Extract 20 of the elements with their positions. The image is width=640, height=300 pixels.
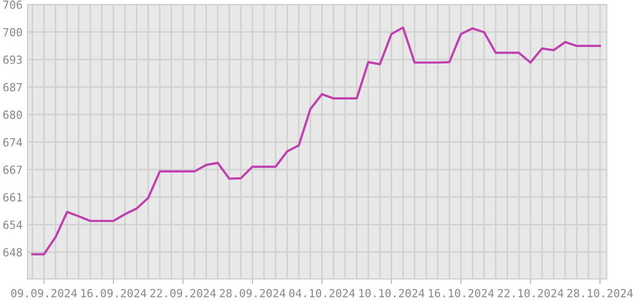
y-tick-label: 706 xyxy=(3,0,22,9)
line-series xyxy=(31,26,602,256)
y-tick-label: 693 xyxy=(3,56,22,64)
y-tick-label: 661 xyxy=(3,193,22,202)
x-tick-label: 16.09.2024 xyxy=(81,288,146,298)
x-tick-label: 04.10.2024 xyxy=(289,288,355,298)
x-tick-label: 22.09.2024 xyxy=(150,288,216,298)
y-tick-label: 680 xyxy=(3,110,22,119)
y-tick-label: 648 xyxy=(3,248,22,257)
y-tick-label: 700 xyxy=(3,28,22,36)
y-tick-label: 674 xyxy=(3,138,22,146)
x-tick-label: 16.10.2024 xyxy=(428,288,494,298)
x-tick-label: 22.10.2024 xyxy=(498,288,564,298)
y-tick-label: 687 xyxy=(3,83,22,92)
x-tick-label: 28.09.2024 xyxy=(220,288,286,298)
y-tick-label: 667 xyxy=(3,166,22,174)
x-tick-label: 28.10.2024 xyxy=(567,288,633,298)
x-tick-label: 09.09.2024 xyxy=(11,288,77,298)
x-tick-label: 10.10.2024 xyxy=(359,288,424,298)
y-tick-label: 654 xyxy=(3,220,22,230)
